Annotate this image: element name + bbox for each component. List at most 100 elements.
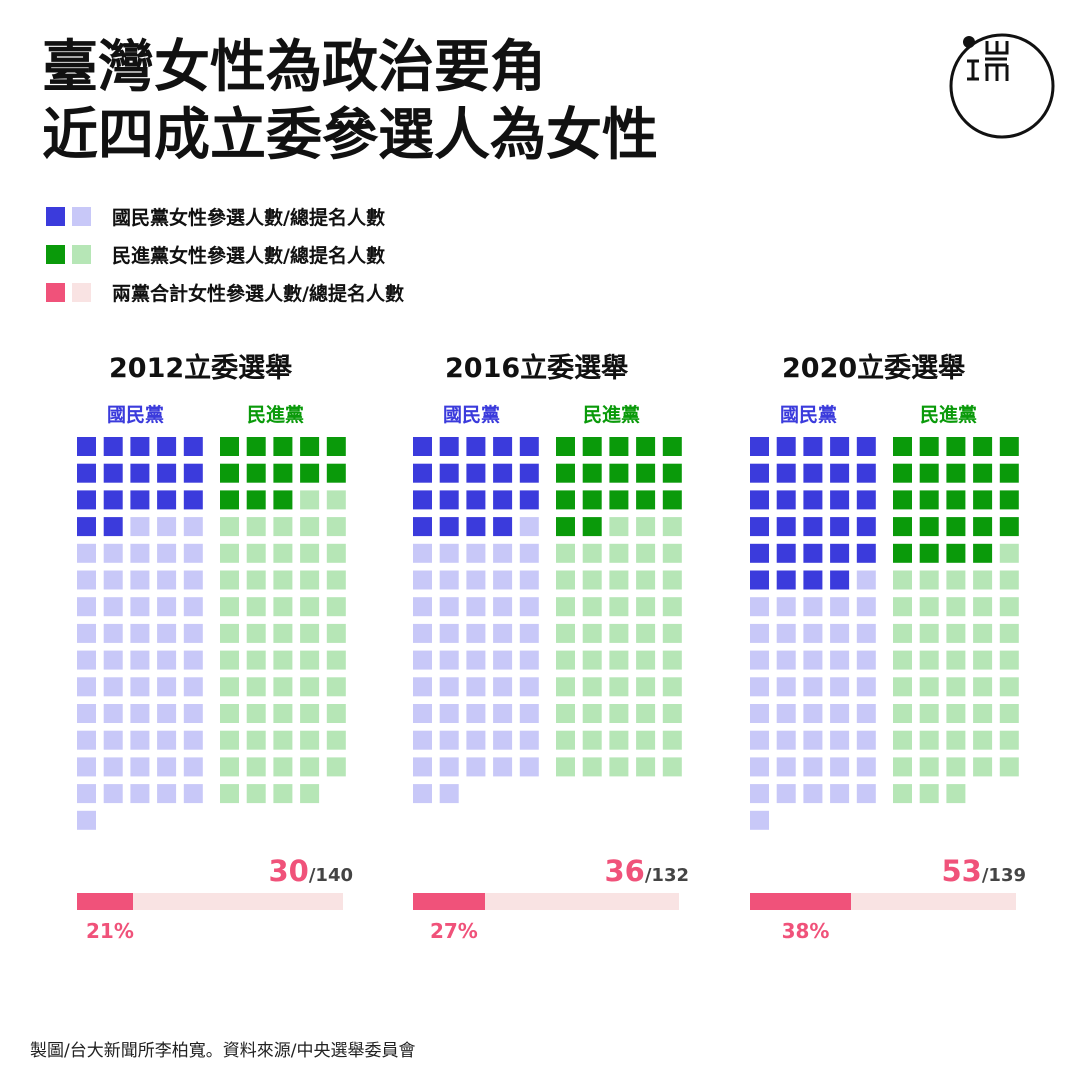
kmt-nominee-square — [750, 757, 769, 777]
kmt-nominee-square — [466, 570, 486, 590]
dpp-nominee-square — [662, 570, 682, 590]
kmt-nominee-square — [856, 730, 876, 750]
kmt-female-nominee-square — [103, 490, 123, 510]
kmt-female-nominee-square — [466, 517, 486, 537]
kmt-nominee-square — [77, 570, 96, 590]
dpp-female-nominee-square — [246, 490, 266, 510]
kmt-nominee-square — [776, 650, 796, 670]
kmt-nominee-square — [103, 704, 123, 723]
dpp-nominee-square — [946, 570, 966, 590]
kmt-female-nominee-square — [750, 570, 769, 590]
kmt-nominee-square — [803, 784, 823, 804]
dpp-nominee-square — [893, 730, 912, 750]
dpp-female-nominee-square — [893, 463, 912, 483]
kmt-nominee-square — [466, 597, 486, 617]
kmt-nominee-square — [519, 730, 539, 750]
dpp-nominee-square — [609, 730, 629, 750]
dpp-female-nominee-square — [662, 463, 682, 483]
dpp-nominee-square — [973, 597, 993, 617]
kmt-nominee-square — [750, 784, 769, 804]
kmt-nominee-square — [856, 757, 876, 777]
dpp-nominee-square — [893, 597, 912, 617]
combined-women: 36 — [604, 854, 645, 888]
dpp-nominee-square — [556, 677, 575, 697]
dpp-female-nominee-square — [973, 543, 993, 563]
kmt-female-nominee-square — [803, 570, 823, 590]
dpp-nominee-square — [326, 730, 346, 750]
combined-count: 53/139 — [941, 854, 1026, 888]
dpp-nominee-square — [946, 784, 966, 804]
combined-bar-track — [413, 893, 679, 910]
kmt-female-nominee-square — [157, 437, 177, 456]
dpp-female-nominee-square — [582, 437, 602, 456]
kmt-nominee-square — [157, 570, 177, 590]
kmt-nominee-square — [77, 623, 96, 643]
kmt-female-nominee-square — [103, 517, 123, 537]
kmt-nominee-square — [157, 543, 177, 563]
dpp-nominee-square — [636, 623, 656, 643]
dpp-nominee-square — [662, 517, 682, 537]
dpp-nominee-square — [273, 597, 293, 617]
dpp-nominee-square — [893, 757, 912, 777]
kmt-nominee-square — [519, 517, 539, 537]
dpp-female-nominee-square — [636, 437, 656, 456]
dpp-nominee-square — [919, 730, 939, 750]
legend-swatch-light — [72, 245, 91, 264]
dpp-nominee-square — [273, 677, 293, 697]
party-label-dpp: 民進黨 — [247, 404, 305, 426]
dpp-female-nominee-square — [662, 437, 682, 456]
dpp-nominee-square — [973, 704, 993, 723]
combined-total-value: 132 — [651, 865, 689, 886]
dpp-female-nominee-square — [246, 437, 266, 456]
dpp-nominee-square — [973, 730, 993, 750]
dpp-nominee-square — [919, 570, 939, 590]
kmt-female-nominee-square — [803, 490, 823, 510]
dpp-female-nominee-square — [999, 437, 1019, 456]
kmt-nominee-square — [750, 704, 769, 723]
kmt-nominee-square — [856, 784, 876, 804]
kmt-nominee-square — [803, 623, 823, 643]
dpp-female-nominee-square — [582, 517, 602, 537]
kmt-nominee-square — [157, 730, 177, 750]
kmt-female-nominee-square — [157, 490, 177, 510]
dpp-female-nominee-square — [973, 490, 993, 510]
kmt-nominee-square — [439, 650, 459, 670]
dpp-nominee-square — [273, 730, 293, 750]
kmt-female-nominee-square — [856, 463, 876, 483]
dpp-nominee-square — [326, 757, 346, 777]
kmt-nominee-square — [183, 543, 203, 563]
dpp-nominee-square — [326, 517, 346, 537]
kmt-female-nominee-square — [77, 463, 96, 483]
kmt-nominee-square — [157, 704, 177, 723]
combined-percent: 21% — [85, 919, 134, 943]
dpp-female-nominee-square — [220, 490, 239, 510]
kmt-female-nominee-square — [493, 517, 513, 537]
dpp-female-nominee-square — [973, 517, 993, 537]
dpp-female-nominee-square — [662, 490, 682, 510]
kmt-nominee-square — [493, 677, 513, 697]
dpp-female-nominee-square — [273, 490, 293, 510]
kmt-female-nominee-square — [157, 463, 177, 483]
kmt-nominee-square — [776, 597, 796, 617]
kmt-nominee-square — [750, 730, 769, 750]
kmt-nominee-square — [750, 623, 769, 643]
party-label-kmt: 國民黨 — [107, 404, 165, 426]
kmt-nominee-square — [750, 597, 769, 617]
legend-swatch-dark — [46, 207, 65, 226]
dpp-nominee-square — [220, 784, 239, 804]
dpp-nominee-square — [246, 704, 266, 723]
dpp-nominee-square — [556, 757, 575, 777]
kmt-female-nominee-square — [856, 437, 876, 456]
kmt-nominee-square — [856, 650, 876, 670]
kmt-female-nominee-square — [750, 437, 769, 456]
kmt-nominee-square — [493, 570, 513, 590]
kmt-nominee-square — [413, 597, 432, 617]
kmt-nominee-square — [803, 730, 823, 750]
kmt-nominee-square — [413, 543, 432, 563]
party-label-kmt: 國民黨 — [443, 404, 501, 426]
dpp-female-nominee-square — [273, 463, 293, 483]
kmt-female-nominee-square — [803, 463, 823, 483]
dpp-female-nominee-square — [326, 463, 346, 483]
logo-mark-icon — [967, 41, 1009, 81]
kmt-nominee-square — [776, 730, 796, 750]
